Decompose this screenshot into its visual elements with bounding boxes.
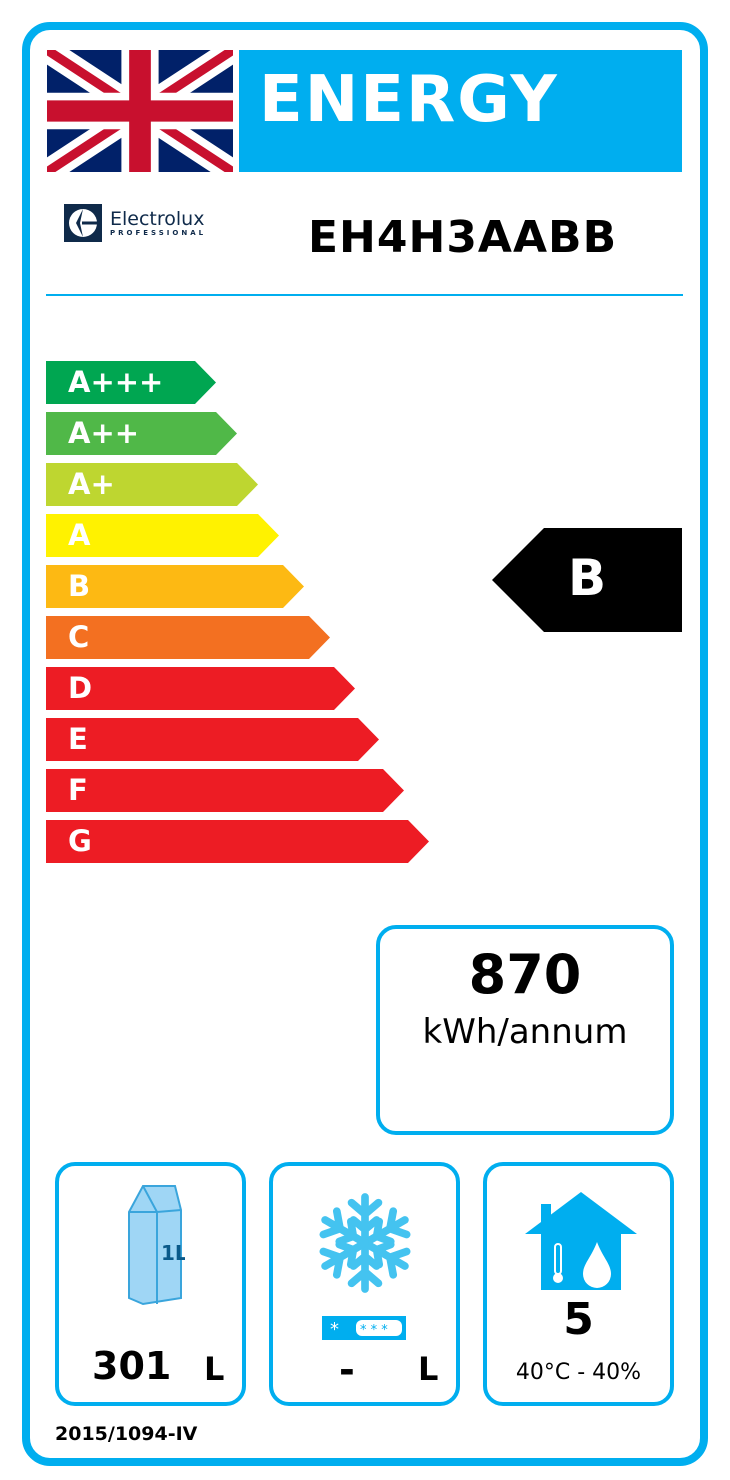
electrolux-logo-icon (64, 204, 102, 242)
model-number: EH4H3AABB (308, 212, 618, 263)
regulation-reference: 2015/1094-IV (55, 1423, 198, 1445)
scale-bar-8: F (46, 769, 404, 812)
union-jack-flag-icon (47, 50, 233, 172)
scale-bar-3: A (46, 514, 279, 557)
scale-bar-5: C (46, 616, 330, 659)
chilled-volume-box: 1L 301 L (55, 1162, 246, 1406)
scale-bar-1: A++ (46, 412, 237, 455)
scale-bar-4: B (46, 565, 304, 608)
chilled-volume-unit: L (204, 1350, 225, 1388)
scale-bar-2: A+ (46, 463, 258, 506)
brand-logo: Electrolux PROFESSIONAL (64, 204, 206, 242)
star-rating-icon: * * * * (322, 1316, 406, 1340)
house-climate-icon (525, 1192, 637, 1290)
brand-sub: PROFESSIONAL (110, 229, 207, 237)
svg-text:* * *: * * * (360, 1323, 388, 1338)
scale-bar-7: E (46, 718, 379, 761)
consumption-box: 870 kWh/annum (376, 925, 674, 1135)
svg-text:*: * (330, 1319, 339, 1340)
frozen-volume-box: * * * * - L (269, 1162, 460, 1406)
climate-class-value: 5 (563, 1294, 594, 1345)
divider (46, 294, 683, 296)
label-frame (22, 22, 708, 1466)
scale-bar-6: D (46, 667, 355, 710)
scale-bar-0: A+++ (46, 361, 216, 404)
climate-conditions: 40°C - 40% (515, 1360, 642, 1385)
carton-text: 1L (161, 1241, 185, 1265)
scale-bar-9: G (46, 820, 429, 863)
consumption-unit: kWh/annum (422, 1012, 628, 1052)
frozen-volume-unit: L (418, 1350, 439, 1388)
consumption-value: 870 (468, 943, 582, 1006)
snowflake-icon (317, 1193, 413, 1298)
energy-title: ENERGY (239, 50, 682, 172)
brand-name: Electrolux (110, 208, 205, 230)
milk-carton-icon: 1L (128, 1185, 185, 1306)
climate-class-box: 5 40°C - 40% (483, 1162, 674, 1406)
frozen-volume-value: - (339, 1348, 355, 1392)
chilled-volume-value: 301 (92, 1344, 172, 1388)
